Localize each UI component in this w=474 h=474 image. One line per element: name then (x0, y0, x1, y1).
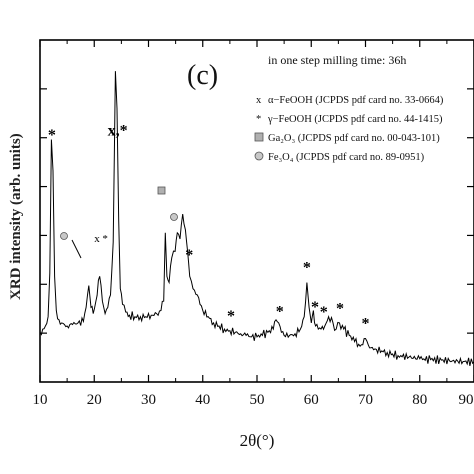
x-tick-label: 50 (250, 392, 265, 408)
peak-annotation: * (48, 127, 56, 144)
x-axis-title: 2θ(°) (240, 431, 275, 450)
peak-annotation: * (303, 260, 311, 277)
x-tick-labels: 10 20 30 40 50 60 70 80 90 (33, 392, 474, 408)
x-tick-label: 90 (459, 392, 474, 408)
peak-annotation: * (311, 299, 319, 316)
milling-time-note: in one step milling time: 36h (268, 53, 406, 67)
peak-annotation: * (276, 304, 284, 321)
legend-label-gamma-feooh: γ−FeOOH (JCPDS pdf card no. 44-1415) (267, 114, 443, 125)
peak-annotation: * (320, 304, 328, 321)
x-tick-label: 80 (412, 392, 427, 408)
peak-annotation: x (94, 233, 100, 245)
legend-square-icon (254, 132, 264, 142)
x-tick-label: 30 (141, 392, 156, 408)
x-tick-label: 40 (195, 392, 210, 408)
peak-annotation: * (362, 315, 370, 332)
peak-annotation: * (185, 247, 193, 264)
x-tick-label: 10 (33, 392, 48, 408)
legend-symbol-gamma: * (256, 114, 261, 125)
peak-annotation: * (336, 301, 344, 318)
x-tick-label: 70 (358, 392, 373, 408)
fe3o4-peak-marker-icon-2 (60, 232, 68, 240)
legend: x α−FeOOH (JCPDS pdf card no. 33-0664) *… (254, 95, 444, 163)
legend-symbol-alpha: x (256, 95, 262, 106)
x-tick-label: 20 (87, 392, 102, 408)
peak-annotation: * (227, 308, 235, 325)
axis-ticks (39, 40, 474, 382)
panel-label: (c) (187, 60, 218, 91)
fe3o4-peak-marker-icon (170, 213, 178, 221)
xrd-pattern-line (39, 71, 474, 366)
peak-annotation: x,* (108, 123, 128, 140)
peak-annotations: * x,*** *** * **x * (48, 123, 370, 333)
ga2o3-peak-marker-icon (157, 186, 166, 195)
peak-annotation: * (102, 233, 108, 245)
y-axis-title: XRD intensity (arb. units) (8, 133, 24, 300)
legend-label-ga2o3: Ga₂O₃ (JCPDS pdf card no. 00-043-101) (268, 133, 440, 144)
x-tick-label: 60 (304, 392, 319, 408)
legend-circle-icon (254, 151, 264, 161)
annotation-leader (71, 239, 82, 259)
legend-label-fe3o4: Fe₃O₄ (JCPDS pdf card no. 89-0951) (268, 152, 425, 163)
legend-label-alpha-feooh: α−FeOOH (JCPDS pdf card no. 33-0664) (268, 95, 444, 106)
